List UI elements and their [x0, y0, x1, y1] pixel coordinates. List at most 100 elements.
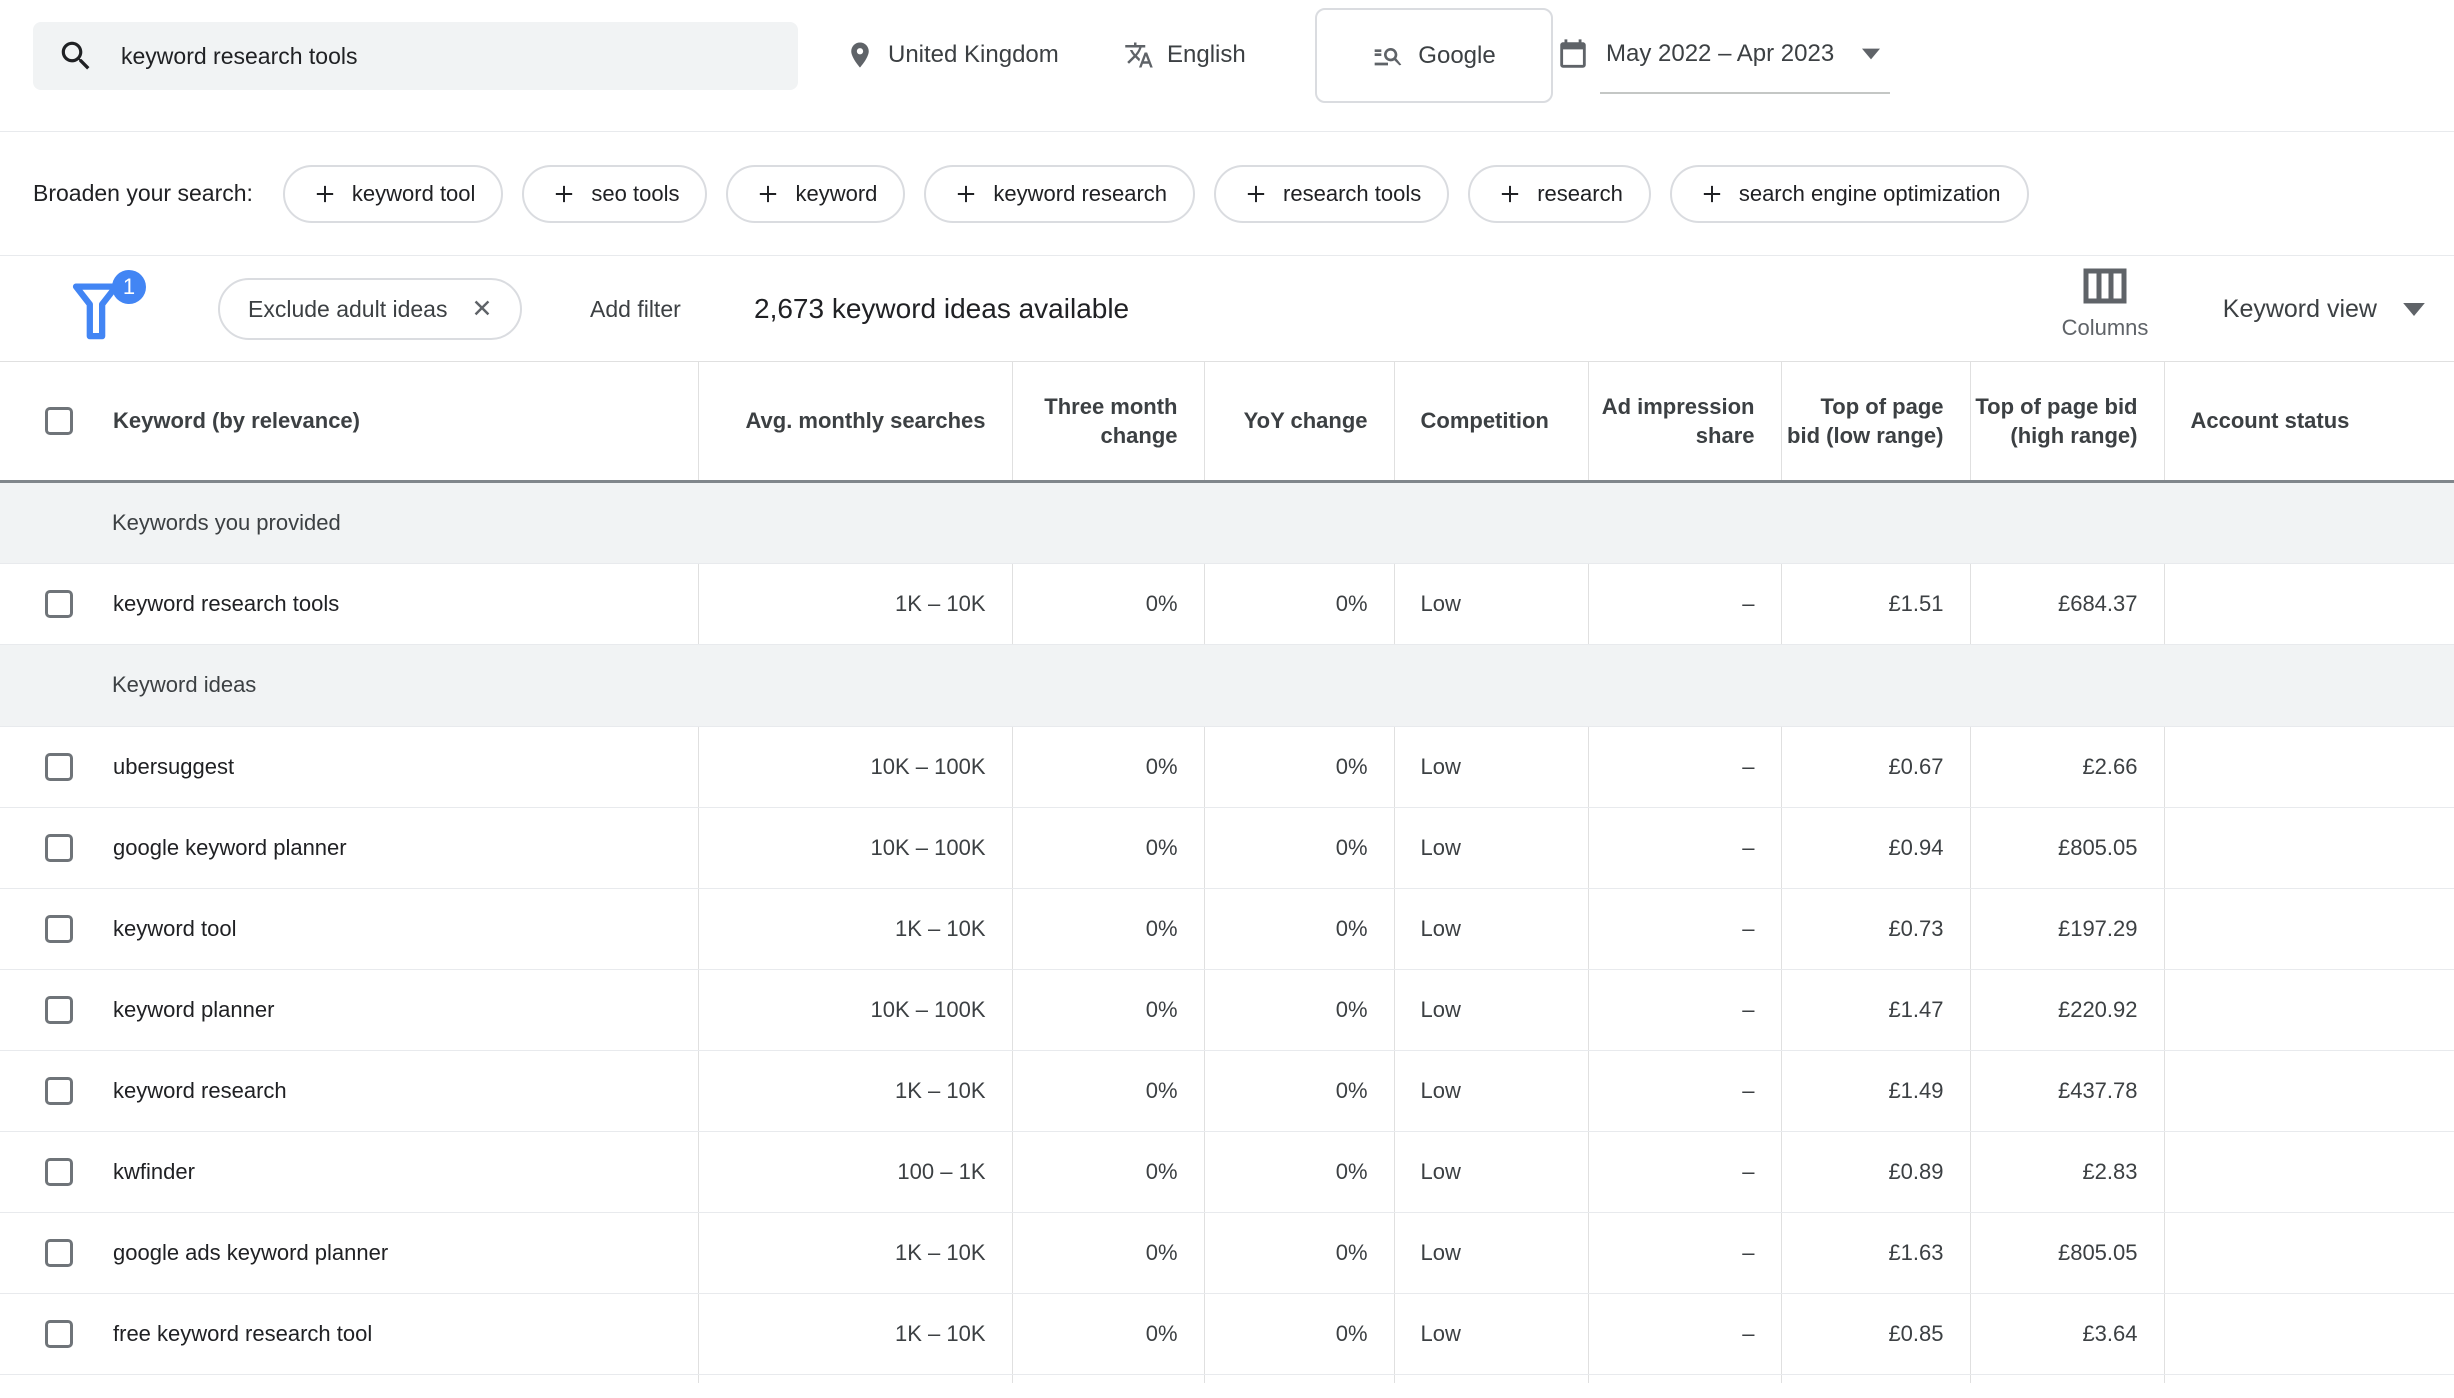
active-filter-chip[interactable]: Exclude adult ideas ✕	[218, 278, 522, 340]
searches-cell: 10K – 100K	[698, 807, 1012, 888]
plus-icon	[1242, 180, 1270, 208]
broaden-chip[interactable]: seo tools	[522, 165, 707, 223]
section-label: Keywords you provided	[0, 481, 2454, 563]
column-header[interactable]: Top of page bid (high range)	[1970, 362, 2164, 481]
three-month-cell: 0%	[1012, 1293, 1204, 1374]
location-selector[interactable]: United Kingdom	[845, 0, 1059, 110]
yoy-cell: 0%	[1204, 726, 1394, 807]
broaden-chip[interactable]: search engine optimization	[1670, 165, 2029, 223]
add-filter-button[interactable]: Add filter	[590, 256, 681, 362]
bid-low-cell: £0.67	[1781, 726, 1970, 807]
three-month-cell: 0%	[1012, 969, 1204, 1050]
row-checkbox[interactable]	[45, 1077, 73, 1105]
column-header[interactable]: Top of page bid (low range)	[1781, 362, 1970, 481]
searches-cell: 1K – 10K	[698, 1212, 1012, 1293]
keyword-text: google keyword planner	[113, 835, 347, 861]
broaden-chip-label: seo tools	[591, 181, 679, 207]
broaden-chip[interactable]: keyword	[726, 165, 905, 223]
keyword-planner-page: { "topbar": { "search": { "value": "keyw…	[0, 0, 2454, 1398]
broaden-label: Broaden your search:	[33, 180, 253, 207]
keyword-view-selector[interactable]: Keyword view	[2223, 256, 2425, 362]
select-all-checkbox[interactable]	[45, 407, 73, 435]
bid-low-cell: £1.51	[1781, 563, 1970, 644]
column-header[interactable]: Ad impression share	[1588, 362, 1781, 481]
column-header[interactable]: Account status	[2164, 362, 2454, 481]
row-checkbox[interactable]	[45, 753, 73, 781]
row-checkbox[interactable]	[45, 1158, 73, 1186]
competition-cell: Low	[1394, 1212, 1588, 1293]
ad-share-cell: –	[1588, 726, 1781, 807]
account-status-cell	[2164, 807, 2454, 888]
bid-high-cell: £2.66	[1970, 726, 2164, 807]
plus-icon	[311, 180, 339, 208]
column-header[interactable]: Keyword (by relevance)	[0, 362, 698, 481]
keyword-text: keyword research	[113, 1078, 287, 1104]
filter-funnel-icon[interactable]: 1	[70, 270, 146, 350]
account-status-cell	[2164, 1293, 2454, 1374]
active-filter-label: Exclude adult ideas	[248, 296, 447, 323]
row-checkbox[interactable]	[45, 590, 73, 618]
columns-button[interactable]: Columns	[2050, 266, 2160, 341]
row-checkbox[interactable]	[45, 915, 73, 943]
plus-icon	[754, 180, 782, 208]
search-network-selector[interactable]: Google	[1315, 8, 1553, 103]
competition-cell: Low	[1394, 1131, 1588, 1212]
row-checkbox[interactable]	[45, 1320, 73, 1348]
broaden-chip[interactable]: research tools	[1214, 165, 1449, 223]
keyword-cell: google keyword planner	[0, 807, 698, 888]
ad-share-cell: –	[1588, 1131, 1781, 1212]
ad-share-cell: –	[1588, 807, 1781, 888]
broaden-chip[interactable]: research	[1468, 165, 1651, 223]
column-header[interactable]: Competition	[1394, 362, 1588, 481]
broaden-chip-label: research	[1537, 181, 1623, 207]
three-month-cell: 0%	[1012, 563, 1204, 644]
competition-cell: Low	[1394, 563, 1588, 644]
bid-high-cell: £684.37	[1970, 563, 2164, 644]
yoy-cell: 0%	[1204, 1050, 1394, 1131]
ad-share-cell: –	[1588, 563, 1781, 644]
table-row: google ads keyword planner1K – 10K0%0%Lo…	[0, 1212, 2454, 1293]
table-row: kwfinder100 – 1K0%0%Low–£0.89£2.83	[0, 1131, 2454, 1212]
column-header[interactable]: Avg. monthly searches	[698, 362, 1012, 481]
section-label: Keyword ideas	[0, 644, 2454, 726]
search-input[interactable]	[119, 42, 774, 71]
language-selector[interactable]: English	[1124, 0, 1246, 110]
section-row: Keywords you provided	[0, 481, 2454, 563]
yoy-cell: 0%	[1204, 807, 1394, 888]
broaden-chip-label: research tools	[1283, 181, 1421, 207]
date-range-picker[interactable]: May 2022 – Apr 2023	[1556, 0, 1890, 110]
keyword-cell: kwfinder	[0, 1131, 698, 1212]
account-status-cell	[2164, 888, 2454, 969]
broaden-chip-label: keyword	[795, 181, 877, 207]
bid-high-cell: £2.83	[1970, 1131, 2164, 1212]
table-row: keyword research tools1K – 10K0%0%Low–£1…	[0, 563, 2454, 644]
network-label: Google	[1418, 42, 1495, 70]
account-status-cell	[2164, 726, 2454, 807]
three-month-cell: 0%	[1012, 1050, 1204, 1131]
bid-high-cell: £805.05	[1970, 1212, 2164, 1293]
filter-bar: 1 Exclude adult ideas ✕ Add filter 2,673…	[0, 256, 2454, 362]
broaden-chip[interactable]: keyword research	[924, 165, 1195, 223]
column-header[interactable]: Three month change	[1012, 362, 1204, 481]
plus-icon	[550, 180, 578, 208]
row-checkbox[interactable]	[45, 1239, 73, 1267]
keyword-cell: google ads keyword planner	[0, 1212, 698, 1293]
competition-cell: Low	[1394, 1050, 1588, 1131]
ad-share-cell: –	[1588, 1050, 1781, 1131]
column-header[interactable]: YoY change	[1204, 362, 1394, 481]
broaden-chip[interactable]: keyword tool	[283, 165, 504, 223]
close-icon[interactable]: ✕	[471, 294, 492, 324]
competition-cell: Low	[1394, 969, 1588, 1050]
row-checkbox[interactable]	[45, 834, 73, 862]
searches-cell: 100 – 1K	[698, 1131, 1012, 1212]
table-row: keyword research1K – 10K0%0%Low–£1.49£43…	[0, 1050, 2454, 1131]
bid-low-cell: £0.94	[1781, 807, 1970, 888]
row-checkbox[interactable]	[45, 996, 73, 1024]
keyword-search-box[interactable]	[33, 22, 798, 90]
bid-low-cell: £1.49	[1781, 1050, 1970, 1131]
three-month-cell: 0%	[1012, 888, 1204, 969]
ad-share-cell: –	[1588, 969, 1781, 1050]
three-month-cell: 0%	[1012, 807, 1204, 888]
account-status-cell	[2164, 1131, 2454, 1212]
plus-icon	[1496, 180, 1524, 208]
